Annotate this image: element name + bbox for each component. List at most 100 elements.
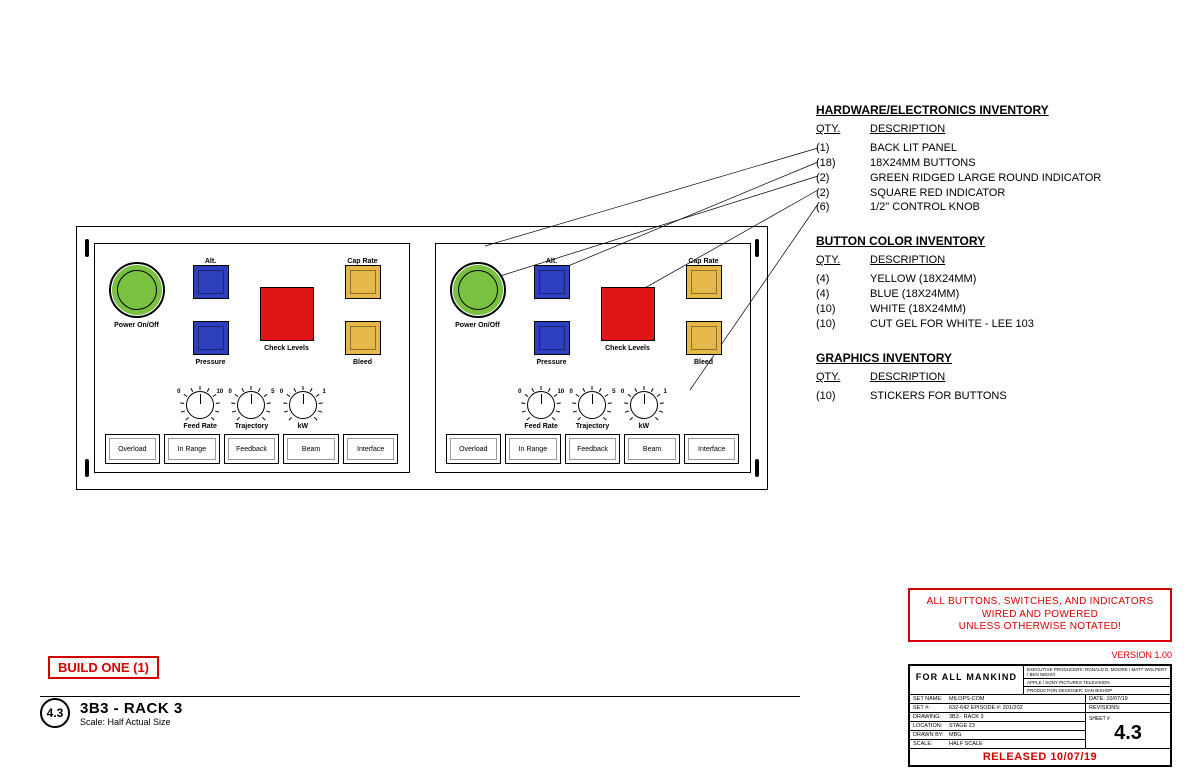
location-k: LOCATION:	[913, 723, 949, 729]
knob-min: 0	[621, 389, 624, 395]
knob-min: 0	[518, 389, 521, 395]
inventory-row: (4)YELLOW (18X24MM)	[816, 272, 1166, 287]
note-line: ALL BUTTONS, SWITCHES, AND INDICATORS	[918, 596, 1162, 609]
white-button[interactable]: Beam	[283, 434, 339, 464]
inventory-row: (10)WHITE (18X24MM)	[816, 302, 1166, 317]
white-button[interactable]: Overload	[105, 434, 161, 464]
inv-qty: (10)	[816, 389, 870, 404]
alt-button[interactable]	[193, 265, 229, 299]
colors-title: BUTTON COLOR INVENTORY	[816, 233, 1166, 249]
col-qty: QTY.	[816, 370, 870, 385]
knob-label: Trajectory	[235, 423, 268, 430]
white-button[interactable]: Overload	[446, 434, 502, 464]
inventory-row: (6)1/2" CONTROL KNOB	[816, 200, 1166, 215]
location-v: STAGE 23	[949, 723, 975, 729]
knob-cell: 0 5 Trajectory	[569, 389, 615, 430]
inventory-section: HARDWARE/ELECTRONICS INVENTORY QTY. DESC…	[816, 84, 1166, 404]
knob-label: Feed Rate	[524, 423, 557, 430]
control-knob[interactable]	[186, 391, 214, 419]
rev-k: REVISIONS:	[1086, 704, 1170, 712]
knob-row: 0 10 Feed Rate 0 5 Trajectory 0 1 kW	[446, 389, 740, 430]
pressure-label: Pressure	[196, 359, 226, 366]
drawing-v: 3B3 - RACK 3	[949, 714, 984, 720]
set-num-k: SET #:	[913, 705, 949, 711]
knob-label: kW	[298, 423, 309, 430]
alt-label: Alt.	[546, 258, 557, 265]
drawing-scale: Scale: Half Actual Size	[80, 717, 183, 727]
inv-desc: STICKERS FOR BUTTONS	[870, 389, 1007, 404]
white-button[interactable]: Interface	[684, 434, 740, 464]
power-label: Power On/Off	[455, 322, 500, 329]
knob-min: 0	[228, 389, 231, 395]
check-levels-indicator[interactable]	[601, 287, 655, 341]
white-button[interactable]: In Range	[505, 434, 561, 464]
power-button[interactable]	[450, 262, 506, 318]
inv-desc: 1/2" CONTROL KNOB	[870, 200, 980, 215]
note-line: WIRED AND POWERED	[918, 609, 1162, 622]
inventory-row: (2)SQUARE RED INDICATOR	[816, 186, 1166, 201]
knob-label: kW	[639, 423, 650, 430]
inv-desc: BACK LIT PANEL	[870, 141, 957, 156]
released-stamp: RELEASED 10/07/19	[910, 748, 1170, 765]
pressure-button[interactable]	[534, 321, 570, 355]
sheet-number-circle: 4.3	[40, 698, 70, 728]
control-knob[interactable]	[578, 391, 606, 419]
build-one-badge: BUILD ONE (1)	[48, 656, 159, 679]
alt-button[interactable]	[534, 265, 570, 299]
inv-desc: YELLOW (18X24MM)	[870, 272, 976, 287]
set-num-v: 632-642 EPISODE #: 201/202	[949, 705, 1023, 711]
show-logo: FOR ALL MANKIND	[910, 666, 1024, 694]
control-knob[interactable]	[527, 391, 555, 419]
control-module-2: Power On/Off Alt. Check Levels Cap Rate	[435, 243, 751, 473]
hardware-rows: (1)BACK LIT PANEL(18)18X24MM BUTTONS(2)G…	[816, 141, 1166, 215]
graphics-title: GRAPHICS INVENTORY	[816, 350, 1166, 366]
white-button[interactable]: Feedback	[565, 434, 621, 464]
knob-label: Trajectory	[576, 423, 609, 430]
set-name-v: MILOPS-COM	[949, 696, 984, 702]
knob-min: 0	[569, 389, 572, 395]
version-label: VERSION 1.00	[1111, 650, 1172, 660]
pressure-button[interactable]	[193, 321, 229, 355]
white-button[interactable]: Feedback	[224, 434, 280, 464]
inventory-row: (18)18X24MM BUTTONS	[816, 156, 1166, 171]
rack-ear	[85, 459, 89, 477]
inv-desc: BLUE (18X24MM)	[870, 287, 959, 302]
control-knob[interactable]	[630, 391, 658, 419]
prod-designer: PRODUCTION DESIGNER: DAN BISHOP	[1024, 687, 1170, 694]
inv-desc: GREEN RIDGED LARGE ROUND INDICATOR	[870, 171, 1101, 186]
wiring-note: ALL BUTTONS, SWITCHES, AND INDICATORS WI…	[908, 588, 1172, 642]
caprate-button[interactable]	[345, 265, 381, 299]
bottom-button-row: OverloadIn RangeFeedbackBeamInterface	[105, 434, 399, 464]
control-knob[interactable]	[289, 391, 317, 419]
bleed-button[interactable]	[686, 321, 722, 355]
knob-cell: 0 1 kW	[280, 389, 326, 430]
date-v: 10/07/19	[1106, 696, 1127, 702]
drawn-v: MBG	[949, 732, 962, 738]
caprate-label: Cap Rate	[688, 258, 718, 265]
bleed-button[interactable]	[345, 321, 381, 355]
inv-qty: (18)	[816, 156, 870, 171]
inv-qty: (10)	[816, 302, 870, 317]
col-qty: QTY.	[816, 253, 870, 268]
knob-max: 5	[612, 389, 615, 395]
check-levels-label: Check Levels	[264, 345, 309, 352]
power-button[interactable]	[109, 262, 165, 318]
pressure-label: Pressure	[537, 359, 567, 366]
inv-desc: WHITE (18X24MM)	[870, 302, 966, 317]
knob-cell: 0 10 Feed Rate	[518, 389, 564, 430]
white-button[interactable]: Beam	[624, 434, 680, 464]
check-levels-indicator[interactable]	[260, 287, 314, 341]
caprate-button[interactable]	[686, 265, 722, 299]
check-levels-label: Check Levels	[605, 345, 650, 352]
white-button[interactable]: Interface	[343, 434, 399, 464]
control-knob[interactable]	[237, 391, 265, 419]
rack-ear	[755, 239, 759, 257]
bleed-label: Bleed	[694, 359, 713, 366]
inventory-row: (10)STICKERS FOR BUTTONS	[816, 389, 1166, 404]
knob-max: 5	[271, 389, 274, 395]
inv-qty: (10)	[816, 317, 870, 332]
inv-desc: SQUARE RED INDICATOR	[870, 186, 1005, 201]
col-desc: DESCRIPTION	[870, 370, 945, 385]
white-button[interactable]: In Range	[164, 434, 220, 464]
inv-qty: (4)	[816, 272, 870, 287]
